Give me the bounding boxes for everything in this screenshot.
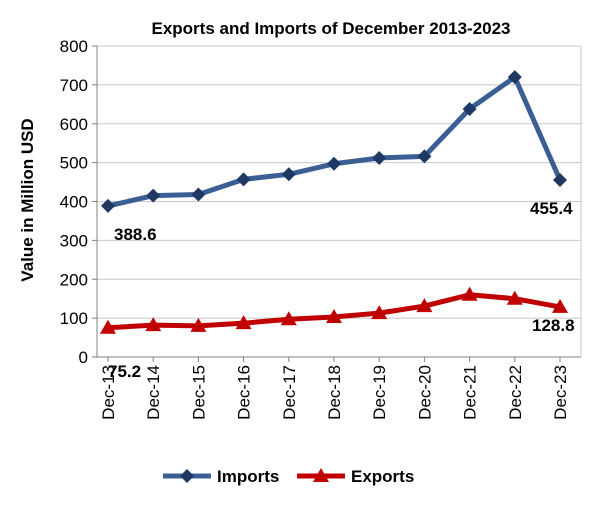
imports-point-Dec-13 bbox=[101, 198, 115, 213]
imports-point-Dec-22 bbox=[507, 70, 522, 85]
data-label-455.4: 455.4 bbox=[530, 199, 573, 218]
x-tick-Dec-13: Dec-13 bbox=[99, 365, 118, 420]
imports-point-Dec-21 bbox=[462, 101, 477, 116]
axes bbox=[92, 45, 581, 362]
imports-point-Dec-18 bbox=[327, 156, 341, 171]
y-tick-500: 500 bbox=[60, 154, 88, 173]
data-label-128.8: 128.8 bbox=[532, 316, 575, 335]
exports-point-Dec-18 bbox=[326, 308, 342, 323]
exports-point-Dec-22 bbox=[506, 290, 523, 305]
imports-point-Dec-17 bbox=[281, 167, 296, 182]
legend-imports-marker bbox=[180, 469, 194, 483]
x-tick-Dec-22: Dec-22 bbox=[506, 365, 525, 420]
imports-point-Dec-14 bbox=[146, 188, 161, 203]
imports-point-Dec-16 bbox=[236, 172, 251, 187]
legend: Imports Exports bbox=[163, 467, 414, 486]
y-axis-label: Value in Million USD bbox=[18, 118, 37, 281]
exports-point-Dec-14 bbox=[145, 317, 162, 332]
y-tick-0: 0 bbox=[79, 348, 88, 367]
imports-point-Dec-23 bbox=[553, 172, 567, 187]
y-tick-800: 800 bbox=[60, 37, 88, 56]
x-tick-Dec-16: Dec-16 bbox=[235, 365, 254, 420]
exports-point-Dec-19 bbox=[371, 305, 388, 320]
data-labels: 388.6 455.4 75.2 128.8 bbox=[108, 199, 575, 381]
exports-point-Dec-21 bbox=[461, 286, 478, 301]
legend-exports-marker bbox=[313, 468, 329, 482]
y-tick-100: 100 bbox=[60, 309, 88, 328]
imports-line bbox=[107, 74, 563, 209]
x-tick-Dec-17: Dec-17 bbox=[280, 365, 299, 420]
exports-point-Dec-17 bbox=[280, 311, 297, 326]
imports-point-Dec-15 bbox=[191, 187, 206, 202]
chart-title: Exports and Imports of December 2013-202… bbox=[151, 19, 510, 38]
x-tick-Dec-19: Dec-19 bbox=[370, 365, 389, 420]
imports-point-Dec-19 bbox=[372, 150, 387, 165]
exports-point-Dec-23 bbox=[552, 298, 568, 313]
exports-point-Dec-15 bbox=[190, 317, 207, 332]
y-tick-300: 300 bbox=[60, 231, 88, 250]
x-tick-Dec-23: Dec-23 bbox=[551, 365, 570, 420]
x-tick-Dec-15: Dec-15 bbox=[189, 365, 208, 420]
x-tick-Dec-14: Dec-14 bbox=[144, 365, 163, 420]
exports-point-Dec-16 bbox=[235, 315, 252, 330]
y-tick-400: 400 bbox=[60, 193, 88, 212]
y-tick-labels: 0 100 200 300 400 500 600 700 800 bbox=[60, 37, 88, 367]
y-tick-600: 600 bbox=[60, 115, 88, 134]
imports-point-Dec-20 bbox=[417, 149, 432, 164]
y-tick-700: 700 bbox=[60, 76, 88, 95]
series bbox=[100, 70, 568, 334]
legend-exports-label: Exports bbox=[351, 467, 414, 486]
exports-point-Dec-20 bbox=[416, 298, 433, 313]
exports-point-Dec-13 bbox=[100, 319, 116, 334]
gridlines bbox=[97, 45, 582, 357]
y-tick-200: 200 bbox=[60, 270, 88, 289]
x-tick-Dec-20: Dec-20 bbox=[415, 365, 434, 420]
data-label-388.6: 388.6 bbox=[114, 225, 157, 244]
series-exports bbox=[100, 286, 568, 334]
x-tick-Dec-18: Dec-18 bbox=[325, 365, 344, 420]
x-tick-labels: Dec-13 Dec-14 Dec-15 Dec-16 Dec-17 Dec-18 Dec-… bbox=[99, 365, 570, 420]
legend-imports-label: Imports bbox=[217, 467, 279, 486]
x-tick-Dec-21: Dec-21 bbox=[461, 365, 480, 420]
series-imports bbox=[101, 70, 567, 213]
data-label-75.2: 75.2 bbox=[108, 362, 141, 381]
